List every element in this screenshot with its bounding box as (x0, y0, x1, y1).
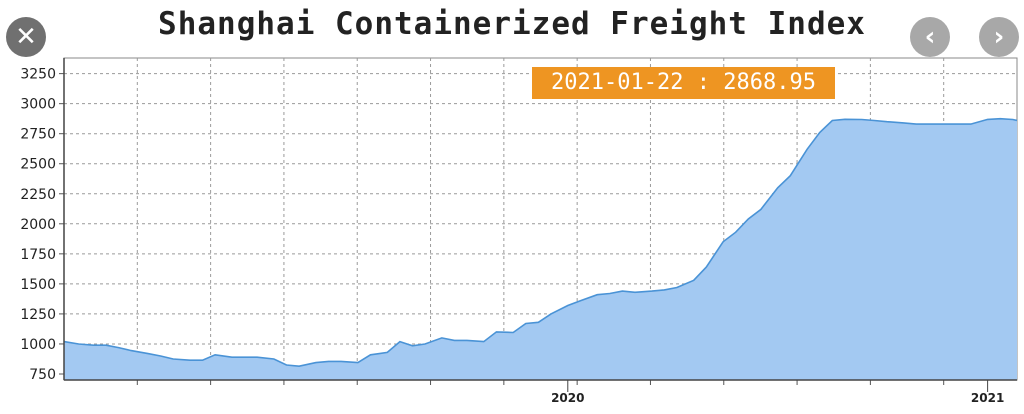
y-tick-label: 3250 (20, 67, 56, 83)
x-tick-label: 2020 (551, 391, 584, 405)
y-tick-label: 2000 (20, 217, 56, 233)
series-area (64, 118, 1017, 380)
chevron-right-icon: › (993, 22, 1005, 52)
next-button[interactable]: › (979, 17, 1019, 57)
close-icon: ✕ (15, 22, 37, 52)
y-tick-label: 750 (29, 367, 56, 383)
chevron-left-icon: ‹ (924, 22, 936, 52)
y-tick-label: 2500 (20, 157, 56, 173)
x-tick-label: 2021 (971, 391, 1004, 405)
y-tick-label: 1750 (20, 247, 56, 263)
y-tick-label: 3000 (20, 97, 56, 113)
data-tooltip: 2021-01-22 : 2868.95 (532, 67, 835, 99)
chart-title: Shanghai Containerized Freight Index (158, 6, 866, 42)
previous-button[interactable]: ‹ (910, 17, 950, 57)
y-tick-label: 1250 (20, 307, 56, 323)
series-line (63, 117, 1018, 368)
y-tick-label: 2250 (20, 187, 56, 203)
y-tick-label: 2750 (20, 127, 56, 143)
y-tick-label: 1500 (20, 277, 56, 293)
y-tick-label: 1000 (20, 337, 56, 353)
close-button[interactable]: ✕ (6, 17, 46, 57)
